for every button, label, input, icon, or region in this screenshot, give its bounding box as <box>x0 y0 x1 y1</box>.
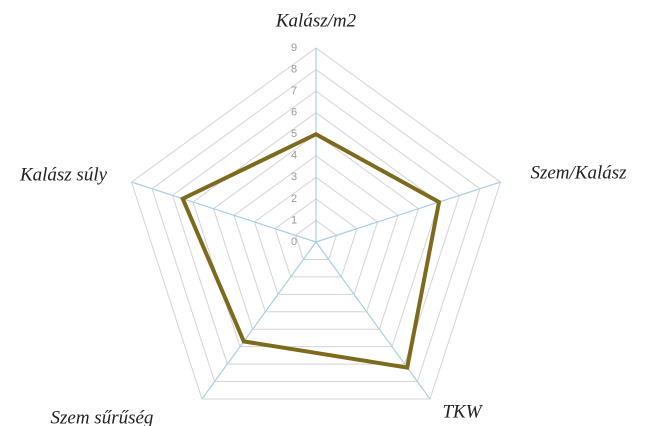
axis-spoke <box>315 241 431 400</box>
grid-ring <box>151 68 481 383</box>
y-tick-label: 6 <box>291 107 297 119</box>
grid-ring <box>171 90 461 365</box>
y-tick-label: 4 <box>291 150 297 162</box>
grid-ring <box>212 133 420 330</box>
y-tick-label: 2 <box>291 193 297 205</box>
category-label: TKW <box>442 401 483 422</box>
grid-ring <box>130 47 502 400</box>
category-label: Szem sűrűség <box>51 407 154 426</box>
y-tick-label: 9 <box>291 42 297 54</box>
y-tick-label: 3 <box>291 171 297 183</box>
grid-ring <box>274 198 358 278</box>
category-label: Kalász súly <box>19 164 108 185</box>
y-tick-label: 1 <box>291 214 297 226</box>
y-tick-label: 5 <box>291 128 297 140</box>
axis-spoke <box>201 241 317 400</box>
axis-spoke <box>131 181 317 243</box>
grid-ring <box>294 219 338 260</box>
axis-spoke <box>315 181 501 243</box>
y-tick-label: 0 <box>291 236 297 248</box>
category-label: Kalász/m2 <box>275 10 357 31</box>
grid-ring <box>192 112 440 348</box>
y-tick-label: 8 <box>291 63 297 75</box>
y-tick-label: 7 <box>291 85 297 97</box>
grid-ring <box>233 155 399 313</box>
data-series <box>180 131 442 370</box>
grid-ring <box>253 176 379 295</box>
category-label: Szem/Kalász <box>530 162 627 183</box>
